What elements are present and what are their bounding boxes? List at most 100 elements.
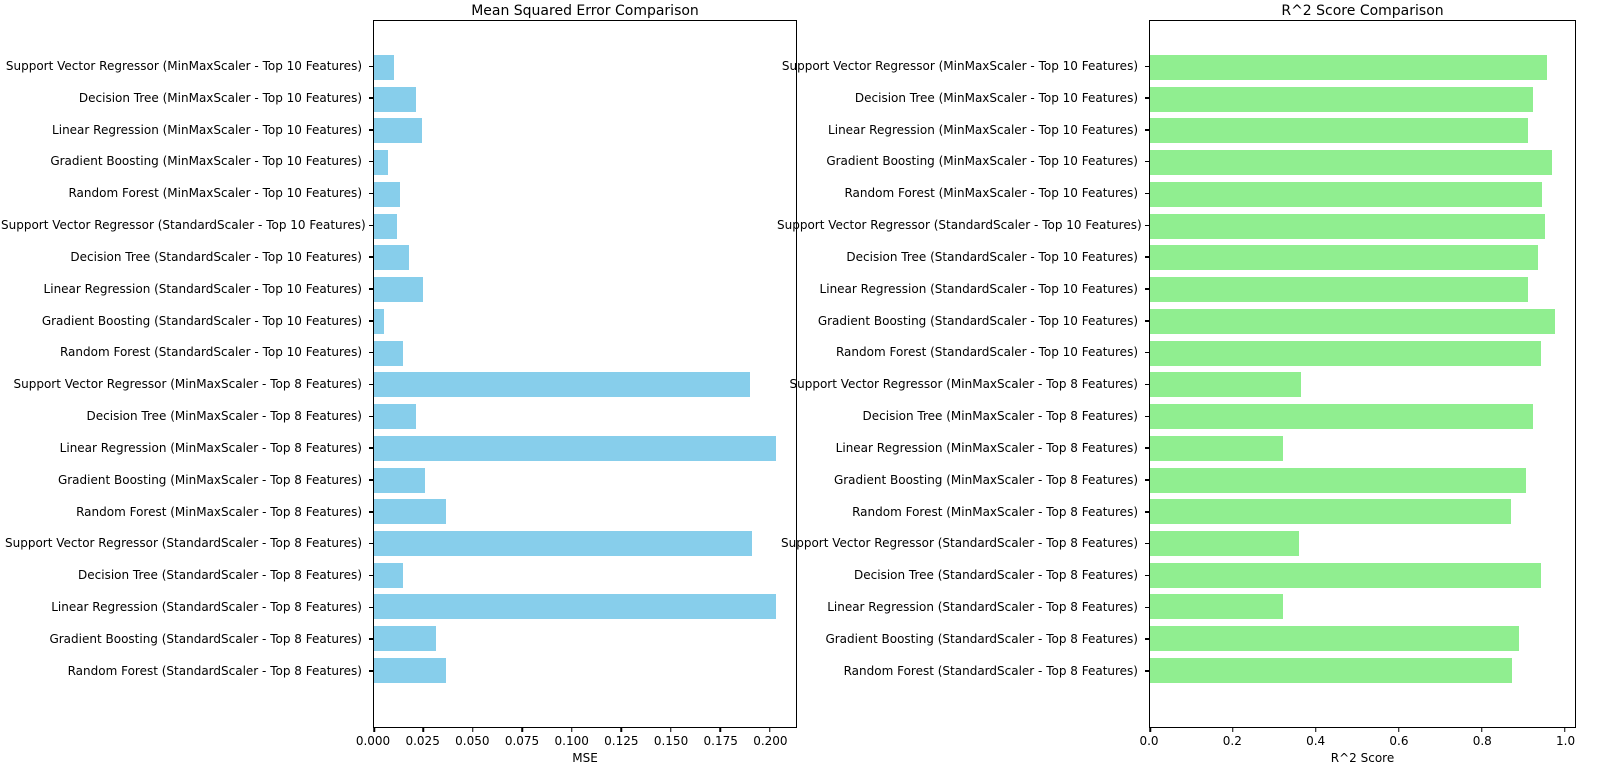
y-tick-label: Support Vector Regressor (StandardScaler… bbox=[1, 213, 373, 238]
x-tick-mark bbox=[1480, 728, 1483, 732]
bar-row bbox=[374, 594, 796, 620]
y-tick-mark bbox=[1145, 415, 1149, 418]
y-tick-mark bbox=[369, 542, 373, 545]
bar bbox=[374, 118, 423, 144]
bar bbox=[1150, 181, 1543, 207]
bar bbox=[1150, 213, 1545, 239]
bar-row bbox=[1150, 562, 1575, 588]
chart-title: R^2 Score Comparison bbox=[1281, 3, 1444, 19]
bar bbox=[374, 594, 776, 620]
y-tick-label: Support Vector Regressor (MinMaxScaler -… bbox=[777, 54, 1149, 79]
bar bbox=[374, 55, 395, 80]
bar bbox=[1150, 150, 1552, 176]
y-tick-label: Support Vector Regressor (StandardScaler… bbox=[777, 213, 1149, 238]
bar-row bbox=[1150, 86, 1575, 112]
y-tick-label: Random Forest (MinMaxScaler - Top 10 Fea… bbox=[1, 181, 373, 206]
bar-row bbox=[374, 531, 796, 557]
y-tick-label: Random Forest (MinMaxScaler - Top 10 Fea… bbox=[777, 181, 1149, 206]
y-tick-label: Decision Tree (StandardScaler - Top 8 Fe… bbox=[1, 563, 373, 588]
bar-row bbox=[1150, 372, 1575, 398]
x-tick-label: 0.125 bbox=[604, 734, 639, 748]
y-tick-mark bbox=[1145, 224, 1149, 227]
x-axis-ticks bbox=[373, 21, 796, 732]
x-axis-tick-labels: 0.000 0.025 0.050 0.075 0.100 0.125 0.150 0.175… bbox=[356, 733, 797, 749]
chart-title: Mean Squared Error Comparison bbox=[471, 3, 699, 19]
y-tick-label: Decision Tree (StandardScaler - Top 10 F… bbox=[777, 245, 1149, 270]
bar-row bbox=[1150, 55, 1575, 80]
y-tick-label: Support Vector Regressor (MinMaxScaler -… bbox=[1, 54, 373, 79]
y-tick-label: Gradient Boosting (MinMaxScaler - Top 10… bbox=[1, 149, 373, 174]
bar-row bbox=[374, 213, 796, 239]
bar-row bbox=[1150, 499, 1575, 525]
x-tick-label: 0.0 bbox=[1139, 734, 1159, 748]
y-tick-label: Support Vector Regressor (MinMaxScaler -… bbox=[1, 372, 373, 397]
bar bbox=[374, 499, 447, 525]
x-tick-mark bbox=[472, 728, 474, 732]
y-tick-mark bbox=[369, 415, 373, 418]
y-tick-label: Gradient Boosting (MinMaxScaler - Top 8 … bbox=[1, 468, 373, 493]
y-tick-label: Random Forest (MinMaxScaler - Top 8 Feat… bbox=[1, 500, 373, 525]
plot-area bbox=[1149, 20, 1576, 732]
y-tick-label: Linear Regression (StandardScaler - Top … bbox=[777, 595, 1149, 620]
bar bbox=[1150, 499, 1512, 525]
bar bbox=[374, 531, 752, 557]
y-tick-label: Random Forest (StandardScaler - Top 8 Fe… bbox=[1, 659, 373, 684]
y-tick-label: Gradient Boosting (StandardScaler - Top … bbox=[1, 627, 373, 652]
bar-row bbox=[374, 435, 796, 461]
x-tick-label: 0.8 bbox=[1472, 734, 1492, 748]
y-tick-mark bbox=[1145, 447, 1149, 449]
x-tick-mark bbox=[768, 728, 771, 732]
bar bbox=[374, 213, 398, 239]
bar-row bbox=[1150, 150, 1575, 176]
bar-row bbox=[374, 562, 796, 588]
plot-bars bbox=[374, 21, 796, 727]
x-tick-label: 0.025 bbox=[405, 734, 440, 748]
bar-row bbox=[374, 372, 796, 398]
x-tick-label: 0.075 bbox=[504, 734, 540, 748]
y-tick-mark bbox=[369, 129, 373, 131]
bar-row bbox=[374, 118, 796, 144]
y-tick-label: Decision Tree (MinMaxScaler - Top 10 Fea… bbox=[777, 86, 1149, 111]
bar-row bbox=[374, 404, 796, 430]
bar bbox=[374, 372, 750, 398]
bar bbox=[1150, 626, 1519, 652]
bar bbox=[1150, 55, 1547, 80]
x-tick-mark bbox=[1563, 728, 1566, 732]
bar bbox=[374, 308, 384, 334]
bar-row bbox=[1150, 594, 1575, 620]
y-tick-mark bbox=[1145, 479, 1149, 481]
bar bbox=[374, 150, 388, 176]
bar bbox=[374, 245, 409, 271]
bar bbox=[374, 626, 437, 652]
y-tick-mark bbox=[1145, 129, 1149, 131]
y-tick-mark bbox=[1145, 574, 1149, 577]
x-axis-label: R^2 Score bbox=[1330, 751, 1395, 765]
y-tick-label: Gradient Boosting (StandardScaler - Top … bbox=[777, 309, 1149, 334]
bar-row bbox=[1150, 308, 1575, 334]
bar bbox=[1150, 531, 1300, 557]
y-tick-mark bbox=[1145, 383, 1149, 386]
y-tick-mark bbox=[1145, 65, 1149, 67]
y-tick-label: Support Vector Regressor (StandardScaler… bbox=[777, 531, 1149, 556]
bar bbox=[1150, 277, 1528, 303]
y-tick-mark bbox=[369, 574, 373, 577]
y-tick-mark bbox=[1145, 670, 1149, 672]
bar bbox=[374, 404, 416, 430]
bar bbox=[1150, 118, 1528, 144]
bar bbox=[1150, 372, 1301, 398]
y-axis-labels: Support Vector Regressor (MinMaxScaler -… bbox=[777, 20, 1149, 728]
bar bbox=[1150, 657, 1513, 683]
y-tick-mark bbox=[1145, 160, 1149, 163]
bar bbox=[1150, 308, 1555, 334]
y-tick-label: Linear Regression (MinMaxScaler - Top 10… bbox=[1, 118, 373, 143]
x-tick-label: 0.2 bbox=[1222, 734, 1242, 748]
bar-row bbox=[374, 150, 796, 176]
x-axis-label: MSE bbox=[572, 751, 598, 765]
bar bbox=[374, 86, 416, 112]
y-tick-mark bbox=[369, 511, 373, 513]
y-tick-mark bbox=[1145, 638, 1149, 640]
y-tick-mark bbox=[1145, 97, 1149, 99]
y-tick-mark bbox=[369, 224, 373, 227]
bar-row bbox=[374, 657, 796, 683]
x-tick-mark bbox=[373, 728, 375, 732]
